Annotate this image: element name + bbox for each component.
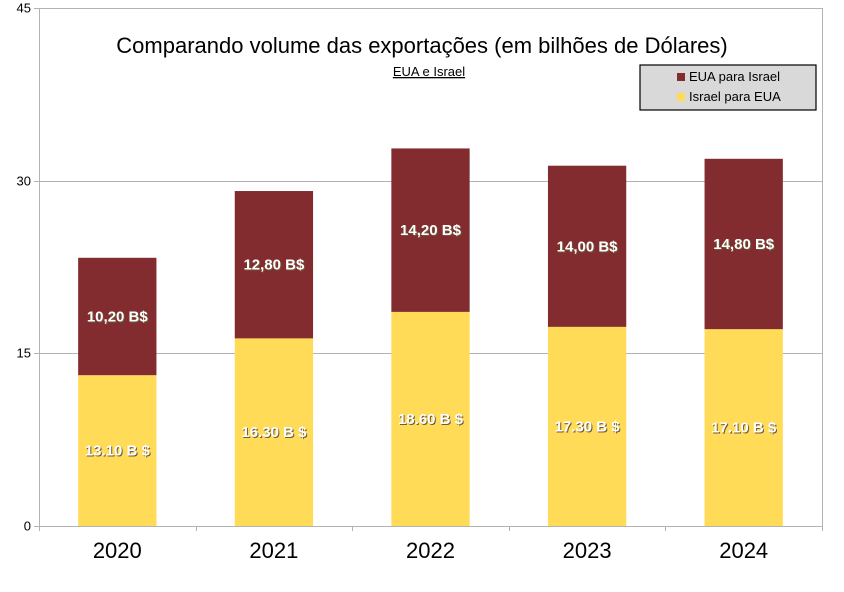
data-label: 14,00 B$ [557, 238, 619, 255]
data-label-shadow: 12,80 B$ [244, 258, 306, 275]
y-tick-label: 30 [17, 174, 31, 189]
legend: EUA para Israel Israel para EUA [639, 64, 817, 111]
data-label: 10,20 B$ [87, 308, 149, 325]
legend-swatch-icon [677, 93, 685, 101]
data-label: 17.30 B $ [555, 418, 621, 435]
legend-swatch-icon [677, 73, 685, 81]
bars [78, 148, 783, 526]
x-tick-label: 2021 [249, 538, 298, 563]
data-label-shadow: 10,20 B$ [88, 309, 150, 326]
axes: 0 15 30 45 2020 2021 2022 2023 2024 [17, 1, 823, 563]
bar-eua-para-israel-2023 [547, 165, 627, 327]
data-label-shadow: 17.10 B $ [712, 421, 778, 438]
chart-title: Comparando volume das exportações (em bi… [116, 33, 727, 58]
bar-eua-para-israel-2020 [78, 257, 157, 376]
data-label-shadow: 13.10 B $ [86, 444, 152, 461]
x-tick-label: 2020 [93, 538, 142, 563]
y-tick-label: 0 [24, 519, 31, 534]
data-label: 18.60 B $ [398, 411, 464, 428]
data-label: 16.30 B $ [241, 424, 307, 441]
bar-israel-para-eua-2023 [547, 326, 627, 526]
data-label-shadow: 17.30 B $ [556, 419, 622, 436]
legend-label: EUA para Israel [689, 69, 780, 84]
x-tick-label: 2022 [406, 538, 455, 563]
data-label: 14,20 B$ [400, 222, 462, 239]
data-label-shadow: 16.30 B $ [242, 425, 308, 442]
bar-israel-para-eua-2022 [391, 311, 470, 526]
data-label-shadow: 14,20 B$ [401, 223, 463, 240]
bar-israel-para-eua-2020 [78, 375, 157, 526]
x-tick-label: 2023 [563, 538, 612, 563]
data-label: 12,80 B$ [243, 257, 305, 274]
chart-subtitle: EUA e Israel [393, 64, 465, 79]
bar-eua-para-israel-2022 [391, 148, 470, 312]
data-label-shadow: 18.60 B $ [399, 412, 465, 429]
y-tick-label: 45 [17, 1, 31, 16]
data-label: 17.10 B $ [711, 420, 777, 437]
data-label: 14,80 B$ [713, 236, 775, 253]
data-labels: 13.10 B $13.10 B $10,20 B$10,20 B$16.30 … [85, 222, 778, 460]
y-tick-label: 15 [17, 346, 31, 361]
legend-box [639, 64, 817, 111]
bar-eua-para-israel-2024 [704, 158, 783, 330]
legend-label: Israel para EUA [689, 89, 781, 104]
data-label-shadow: 14,00 B$ [558, 239, 620, 256]
data-label: 13.10 B $ [85, 443, 151, 460]
bar-israel-para-eua-2021 [234, 338, 314, 526]
bar-israel-para-eua-2024 [704, 329, 783, 526]
data-label-shadow: 14,80 B$ [714, 237, 776, 254]
bar-eua-para-israel-2021 [234, 191, 314, 339]
x-tick-label: 2024 [719, 538, 768, 563]
